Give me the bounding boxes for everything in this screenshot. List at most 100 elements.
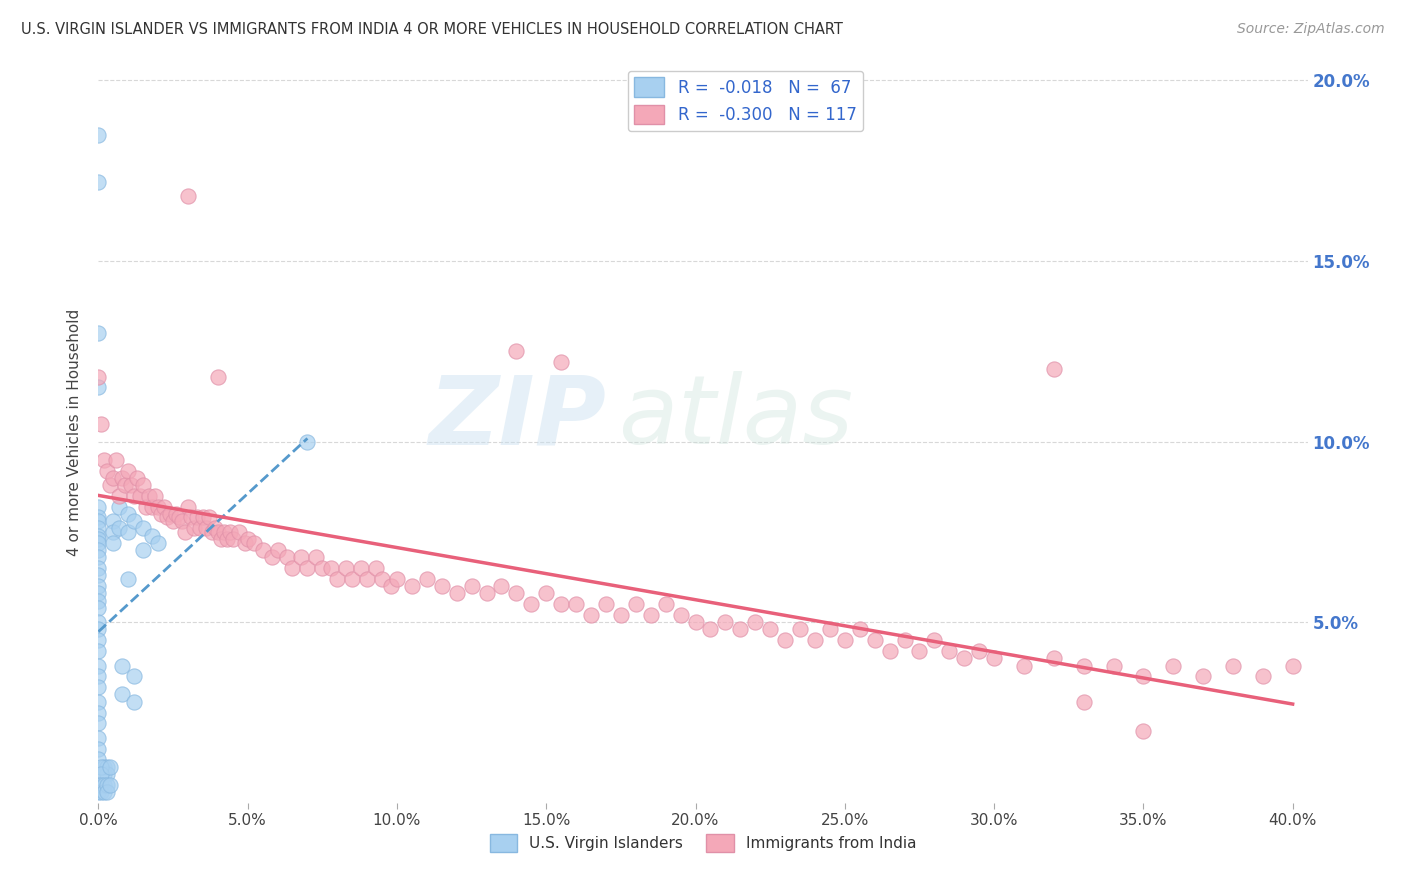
Y-axis label: 4 or more Vehicles in Household: 4 or more Vehicles in Household (67, 309, 83, 557)
Point (177, 189, 200, 203)
Point (87, 532, 110, 546)
Point (1251, 669, 1274, 683)
Point (117, 524, 139, 539)
Point (87, 658, 110, 673)
Point (87, 778, 110, 792)
Point (87, 644, 110, 658)
Point (266, 543, 288, 558)
Point (153, 500, 176, 514)
Point (87, 695, 110, 709)
Point (1161, 658, 1184, 673)
Point (1132, 669, 1154, 683)
Point (401, 579, 423, 593)
Point (87, 514, 110, 528)
Point (520, 597, 543, 611)
Point (260, 550, 283, 565)
Point (218, 524, 240, 539)
Point (108, 521, 131, 535)
Point (938, 644, 960, 658)
Point (105, 452, 128, 467)
Text: atlas: atlas (619, 371, 853, 465)
Point (170, 514, 193, 528)
Point (96, 767, 118, 781)
Point (122, 695, 145, 709)
Point (141, 500, 163, 514)
Point (186, 510, 208, 524)
Point (595, 597, 617, 611)
Point (699, 623, 721, 637)
Point (834, 633, 856, 648)
Point (281, 561, 304, 575)
Point (111, 471, 134, 485)
Point (183, 521, 205, 535)
Point (491, 579, 513, 593)
Point (759, 623, 782, 637)
Point (87, 741, 110, 756)
Point (579, 607, 602, 622)
Point (111, 688, 134, 702)
Point (475, 586, 498, 600)
Point (87, 528, 110, 542)
Point (789, 623, 811, 637)
Point (87, 623, 110, 637)
Point (350, 561, 373, 575)
Point (1132, 723, 1154, 738)
Point (177, 500, 200, 514)
Point (122, 489, 145, 503)
Point (222, 532, 245, 546)
Point (236, 532, 259, 546)
Point (132, 478, 155, 492)
Point (138, 489, 160, 503)
Point (98, 478, 121, 492)
Text: ZIP: ZIP (429, 371, 606, 465)
Point (162, 514, 184, 528)
Point (1222, 658, 1244, 673)
Point (90, 417, 112, 431)
Point (135, 500, 157, 514)
Point (87, 510, 110, 524)
Point (156, 510, 179, 524)
Point (863, 633, 886, 648)
Point (505, 586, 527, 600)
Point (103, 471, 125, 485)
Point (198, 510, 221, 524)
Point (87, 752, 110, 766)
Point (108, 500, 131, 514)
Point (212, 524, 235, 539)
Point (326, 572, 349, 586)
Point (127, 471, 149, 485)
Point (132, 543, 155, 558)
Point (87, 543, 110, 558)
Point (818, 623, 841, 637)
Point (111, 658, 134, 673)
Point (640, 607, 662, 622)
Point (117, 572, 139, 586)
Point (150, 507, 173, 521)
Point (96, 464, 118, 478)
Point (96, 785, 118, 799)
Point (108, 489, 131, 503)
Point (1012, 658, 1035, 673)
Point (87, 175, 110, 189)
Point (773, 633, 796, 648)
Point (685, 615, 707, 630)
Point (93, 767, 115, 781)
Point (180, 510, 202, 524)
Point (209, 532, 232, 546)
Point (87, 326, 110, 341)
Point (305, 550, 328, 565)
Point (1043, 362, 1066, 376)
Point (654, 597, 676, 611)
Point (744, 615, 766, 630)
Point (98, 760, 121, 774)
Point (188, 521, 211, 535)
Point (1281, 658, 1303, 673)
Point (290, 550, 312, 565)
Point (1102, 658, 1125, 673)
Point (132, 521, 155, 535)
Point (87, 568, 110, 582)
Point (87, 586, 110, 600)
Point (87, 615, 110, 630)
Point (610, 607, 633, 622)
Point (714, 615, 737, 630)
